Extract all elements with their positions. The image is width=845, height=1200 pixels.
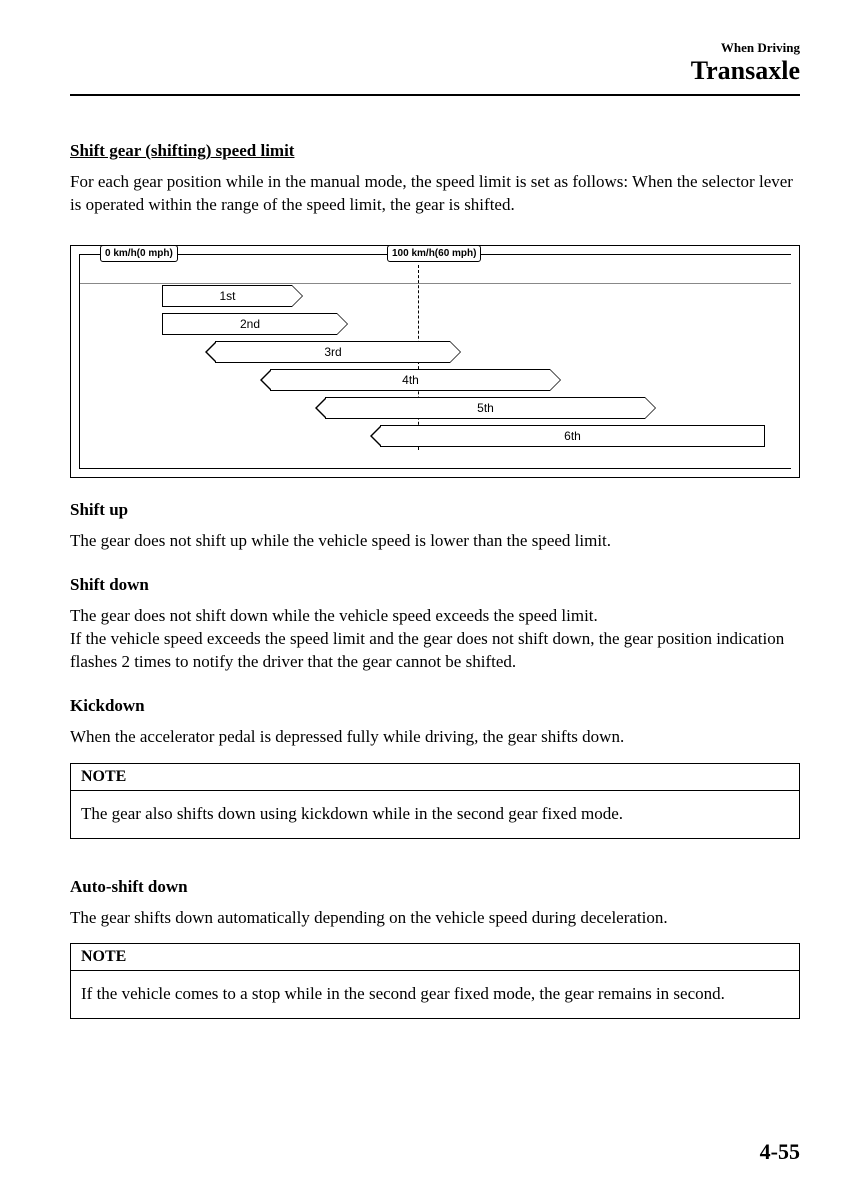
gear-label: 4th bbox=[402, 373, 419, 387]
chart-inner: 0 km/h(0 mph) 100 km/h(60 mph) 1st2nd3rd… bbox=[79, 254, 791, 469]
note-header-row: NOTE bbox=[71, 944, 799, 971]
gear-shape: 4th bbox=[270, 369, 550, 391]
gear-bars-container: 1st 2nd 3rd 4th 5th 6th bbox=[80, 285, 791, 449]
gear-bar: 5th bbox=[100, 397, 791, 421]
header-rule bbox=[70, 94, 800, 96]
shift-speed-chart: 0 km/h(0 mph) 100 km/h(60 mph) 1st 2nd 3rd… bbox=[70, 245, 800, 478]
header-subtitle: When Driving bbox=[70, 40, 800, 56]
gear-label: 5th bbox=[477, 401, 494, 415]
note-body: If the vehicle comes to a stop while in … bbox=[71, 971, 799, 1018]
gear-bar: 3rd bbox=[100, 341, 791, 365]
auto-shift-text: The gear shifts down automatically depen… bbox=[70, 907, 800, 930]
note-header-row: NOTE bbox=[71, 764, 799, 791]
speed-label-hundred: 100 km/h(60 mph) bbox=[387, 245, 481, 262]
speed-label-zero: 0 km/h(0 mph) bbox=[100, 245, 178, 262]
kickdown-heading: Kickdown bbox=[70, 696, 800, 716]
header-title: Transaxle bbox=[70, 56, 800, 86]
shift-up-text: The gear does not shift up while the veh… bbox=[70, 530, 800, 553]
shift-down-heading: Shift down bbox=[70, 575, 800, 595]
gear-shape: 5th bbox=[325, 397, 645, 419]
gear-shape: 3rd bbox=[215, 341, 450, 363]
section-heading: Shift gear (shifting) speed limit bbox=[70, 141, 800, 161]
gear-bar: 2nd bbox=[100, 313, 791, 337]
gear-label: 2nd bbox=[240, 317, 260, 331]
note-body: The gear also shifts down using kickdown… bbox=[71, 791, 799, 838]
note-box-kickdown: NOTE The gear also shifts down using kic… bbox=[70, 763, 800, 839]
note-header: NOTE bbox=[81, 768, 126, 785]
chart-horizontal-line bbox=[80, 283, 791, 284]
page-header: When Driving Transaxle bbox=[70, 40, 800, 86]
auto-shift-heading: Auto-shift down bbox=[70, 877, 800, 897]
gear-shape: 2nd bbox=[162, 313, 337, 335]
gear-label: 1st bbox=[219, 289, 235, 303]
note-header: NOTE bbox=[81, 948, 126, 965]
note-box-auto-shift: NOTE If the vehicle comes to a stop whil… bbox=[70, 943, 800, 1019]
gear-shape: 6th bbox=[380, 425, 765, 447]
shift-down-text: The gear does not shift down while the v… bbox=[70, 605, 800, 674]
page-number: 4-55 bbox=[760, 1139, 800, 1165]
kickdown-text: When the accelerator pedal is depressed … bbox=[70, 726, 800, 749]
gear-bar: 1st bbox=[100, 285, 791, 309]
gear-label: 3rd bbox=[324, 345, 341, 359]
gear-label: 6th bbox=[564, 429, 581, 443]
gear-bar: 4th bbox=[100, 369, 791, 393]
shift-up-heading: Shift up bbox=[70, 500, 800, 520]
gear-bar: 6th bbox=[100, 425, 791, 449]
gear-shape: 1st bbox=[162, 285, 292, 307]
intro-paragraph: For each gear position while in the manu… bbox=[70, 171, 800, 217]
